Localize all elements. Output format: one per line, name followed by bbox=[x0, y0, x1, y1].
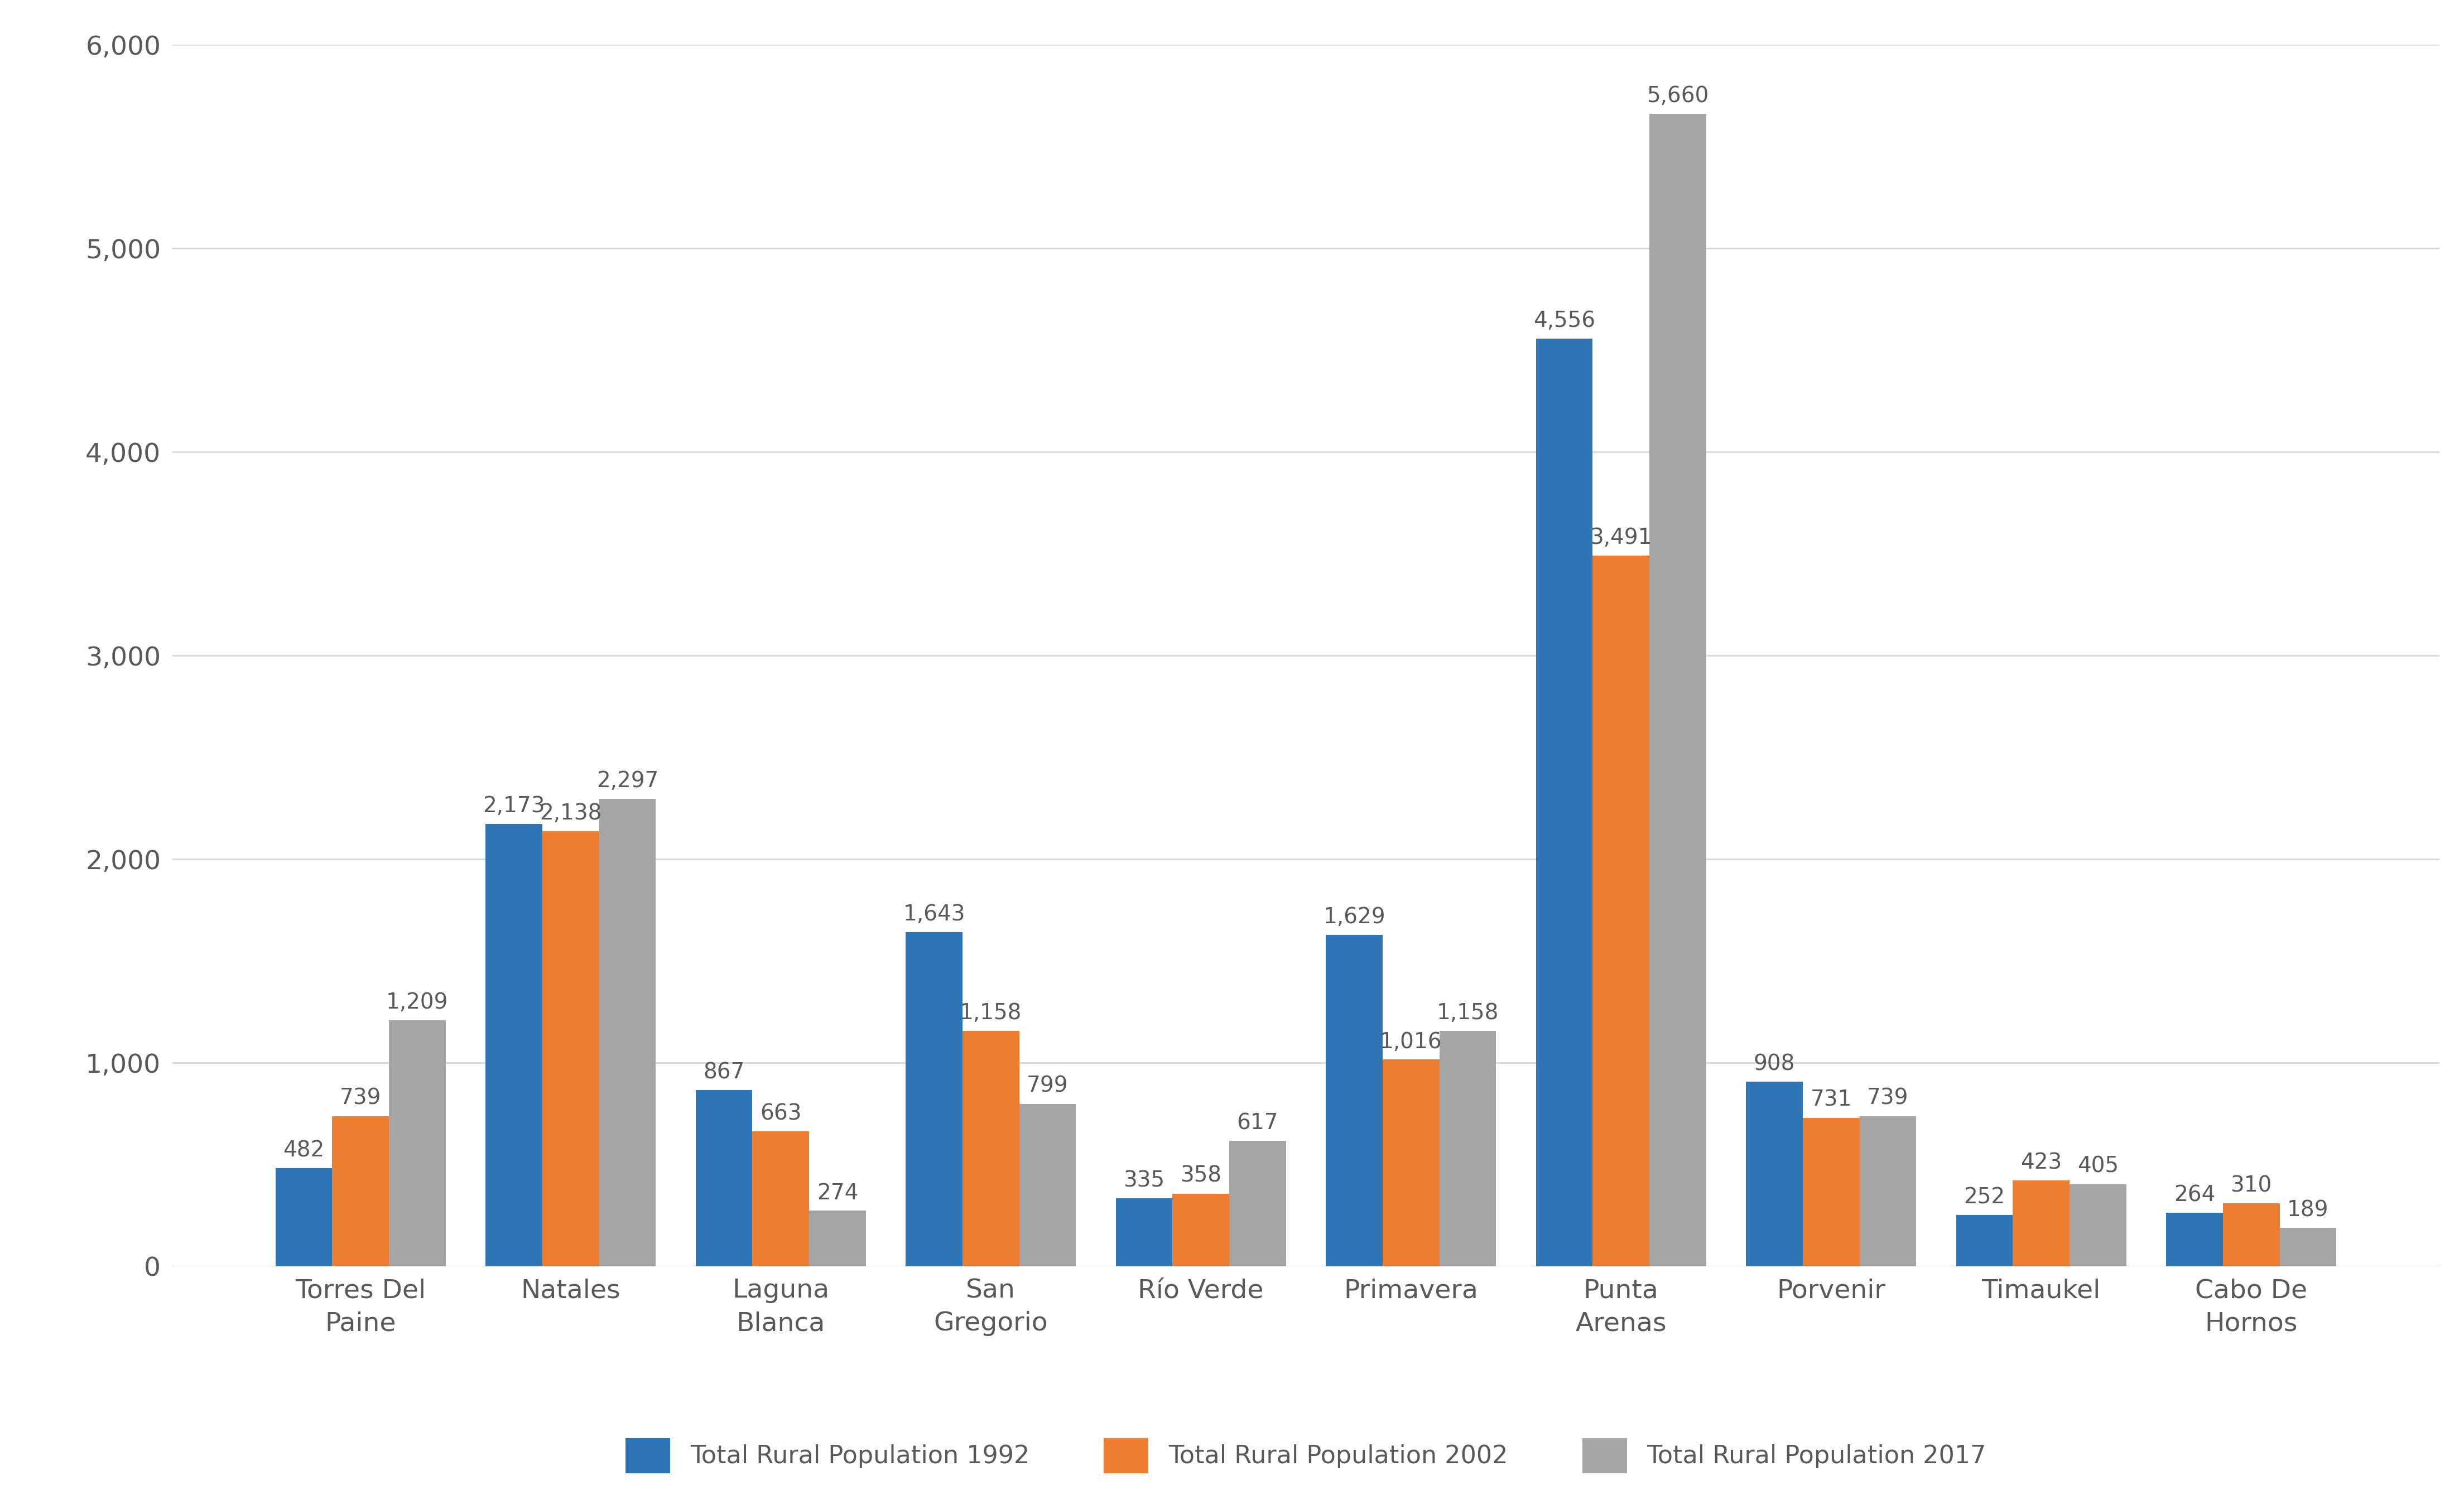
Bar bbox=[1648, 113, 1705, 1267]
Bar bbox=[276, 1168, 333, 1267]
Bar bbox=[1747, 1082, 1804, 1266]
Text: 189: 189 bbox=[2287, 1199, 2328, 1220]
Text: 1,643: 1,643 bbox=[902, 903, 966, 925]
Bar bbox=[542, 831, 599, 1266]
Text: 310: 310 bbox=[2230, 1176, 2272, 1196]
Text: 663: 663 bbox=[759, 1103, 801, 1125]
Bar bbox=[1230, 1141, 1286, 1266]
Text: 1,158: 1,158 bbox=[1437, 1003, 1498, 1024]
Text: 1,016: 1,016 bbox=[1380, 1031, 1441, 1052]
Text: 405: 405 bbox=[2077, 1156, 2119, 1177]
Bar bbox=[1382, 1059, 1439, 1266]
Bar bbox=[1804, 1118, 1860, 1266]
Text: 731: 731 bbox=[1811, 1089, 1853, 1110]
Bar bbox=[2013, 1180, 2070, 1266]
Bar bbox=[2279, 1228, 2336, 1266]
Text: 867: 867 bbox=[702, 1061, 744, 1083]
Text: 252: 252 bbox=[1964, 1188, 2006, 1208]
Text: 799: 799 bbox=[1027, 1076, 1069, 1097]
Bar bbox=[1439, 1031, 1496, 1266]
Text: 358: 358 bbox=[1180, 1165, 1222, 1186]
Text: 739: 739 bbox=[1868, 1088, 1910, 1109]
Text: 2,173: 2,173 bbox=[483, 796, 545, 817]
Text: 5,660: 5,660 bbox=[1646, 85, 1710, 107]
Bar bbox=[1173, 1193, 1230, 1266]
Bar bbox=[1592, 556, 1648, 1266]
Text: 2,138: 2,138 bbox=[540, 803, 601, 824]
Bar bbox=[599, 799, 655, 1266]
Bar bbox=[907, 931, 963, 1266]
Bar bbox=[1860, 1116, 1917, 1266]
Text: 482: 482 bbox=[283, 1140, 325, 1161]
Text: 264: 264 bbox=[2173, 1185, 2215, 1205]
Bar bbox=[333, 1116, 389, 1266]
Text: 3,491: 3,491 bbox=[1589, 527, 1653, 548]
Bar bbox=[2070, 1185, 2126, 1266]
Bar bbox=[1116, 1198, 1173, 1266]
Text: 908: 908 bbox=[1754, 1053, 1796, 1074]
Bar bbox=[1956, 1216, 2013, 1267]
Text: 1,209: 1,209 bbox=[387, 992, 448, 1013]
Bar bbox=[485, 824, 542, 1266]
Text: 274: 274 bbox=[816, 1183, 857, 1204]
Bar bbox=[1535, 338, 1592, 1266]
Bar bbox=[2166, 1213, 2223, 1266]
Text: 739: 739 bbox=[340, 1088, 382, 1109]
Text: 617: 617 bbox=[1237, 1113, 1279, 1134]
Text: 1,629: 1,629 bbox=[1323, 906, 1385, 928]
Bar bbox=[695, 1091, 752, 1266]
Bar bbox=[752, 1131, 808, 1266]
Legend: Total Rural Population 1992, Total Rural Population 2002, Total Rural Population: Total Rural Population 1992, Total Rural… bbox=[614, 1426, 1998, 1486]
Bar bbox=[808, 1211, 865, 1266]
Text: 1,158: 1,158 bbox=[961, 1003, 1023, 1024]
Text: 2,297: 2,297 bbox=[596, 770, 658, 791]
Bar bbox=[2223, 1204, 2279, 1266]
Bar bbox=[1020, 1104, 1077, 1266]
Bar bbox=[963, 1031, 1020, 1266]
Bar bbox=[389, 1021, 446, 1266]
Text: 335: 335 bbox=[1124, 1170, 1165, 1191]
Bar bbox=[1326, 934, 1382, 1266]
Text: 423: 423 bbox=[2020, 1152, 2062, 1173]
Text: 4,556: 4,556 bbox=[1533, 310, 1594, 332]
